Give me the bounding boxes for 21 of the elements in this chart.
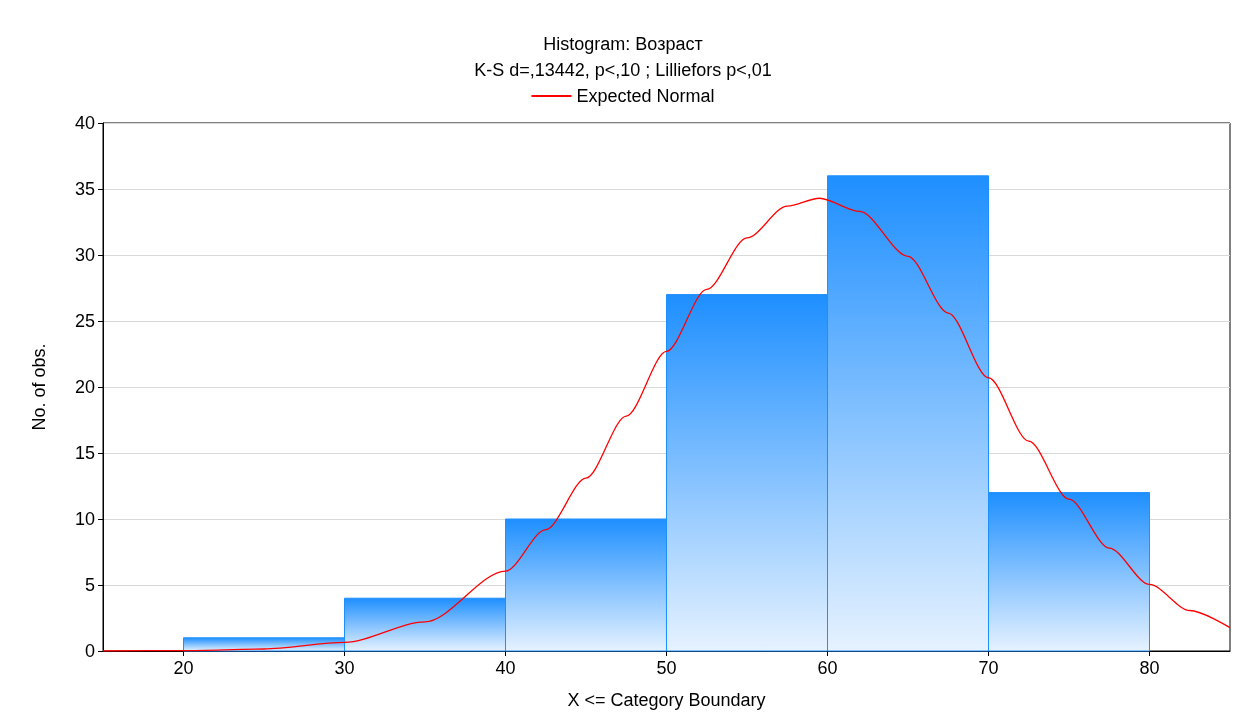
x-tick-label: 20 bbox=[173, 658, 194, 678]
y-tick-label: 10 bbox=[74, 509, 95, 529]
x-tick-label: 70 bbox=[978, 658, 999, 678]
chart-title: Histogram: Возраст bbox=[543, 34, 703, 54]
y-tick-label: 0 bbox=[84, 641, 95, 661]
legend-label: Expected Normal bbox=[576, 86, 715, 106]
x-tick-label: 50 bbox=[656, 658, 677, 678]
x-tick-label: 40 bbox=[495, 658, 516, 678]
y-tick-label: 25 bbox=[74, 311, 95, 331]
y-tick-label: 15 bbox=[74, 443, 95, 463]
y-axis-title: No. of obs. bbox=[29, 343, 49, 431]
chart-subtitle: K-S d=,13442, p<,10 ; Lilliefors p<,01 bbox=[474, 60, 772, 80]
y-tick-label: 5 bbox=[84, 575, 95, 595]
y-tick-label: 40 bbox=[74, 113, 95, 133]
y-tick-label: 20 bbox=[74, 377, 95, 397]
y-tick-label: 35 bbox=[74, 179, 95, 199]
y-tick-label: 30 bbox=[74, 245, 95, 265]
x-axis-title: X <= Category Boundary bbox=[567, 690, 766, 710]
x-tick-label: 30 bbox=[334, 658, 355, 678]
x-tick-label: 80 bbox=[1139, 658, 1160, 678]
x-tick-label: 60 bbox=[817, 658, 838, 678]
